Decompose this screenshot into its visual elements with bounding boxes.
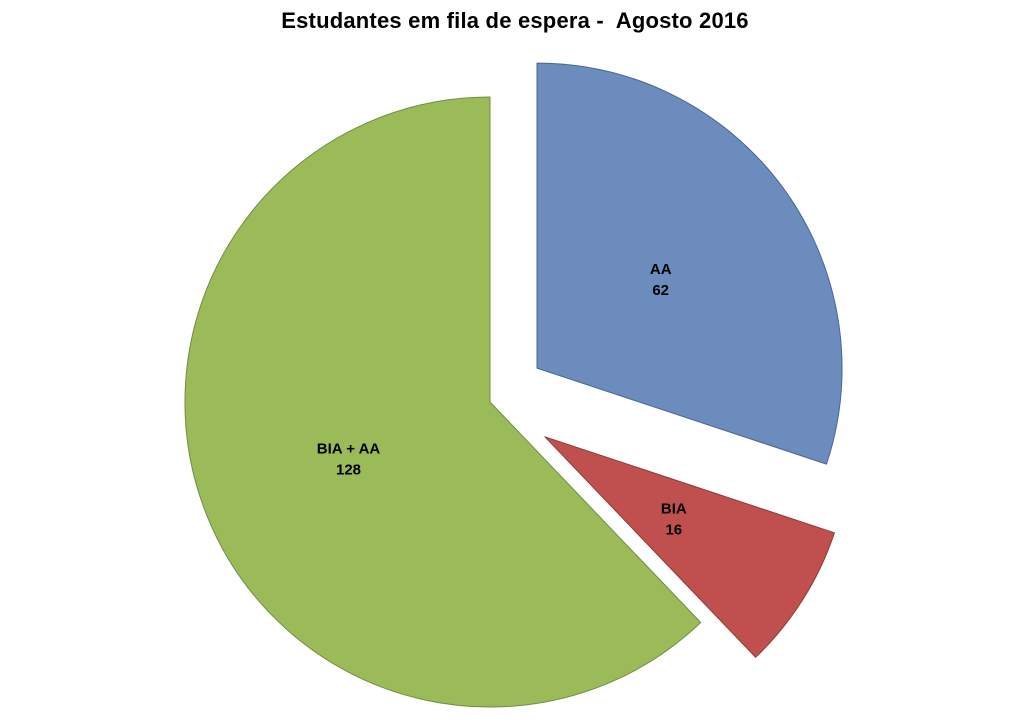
slice-label-value: 128	[336, 462, 361, 479]
slice-label-value: 16	[665, 521, 682, 538]
pie-slice-bia-aa[interactable]	[184, 96, 702, 708]
pie-slice-bia[interactable]	[544, 436, 835, 658]
slice-label-name: AA	[650, 261, 672, 278]
slice-label-name: BIA	[661, 500, 687, 517]
pie-slice-aa[interactable]	[536, 62, 843, 465]
slice-label-name: BIA + AA	[317, 441, 381, 458]
slice-label-value: 62	[652, 282, 669, 299]
chart-title: Estudantes em fila de espera - Agosto 20…	[281, 8, 749, 33]
